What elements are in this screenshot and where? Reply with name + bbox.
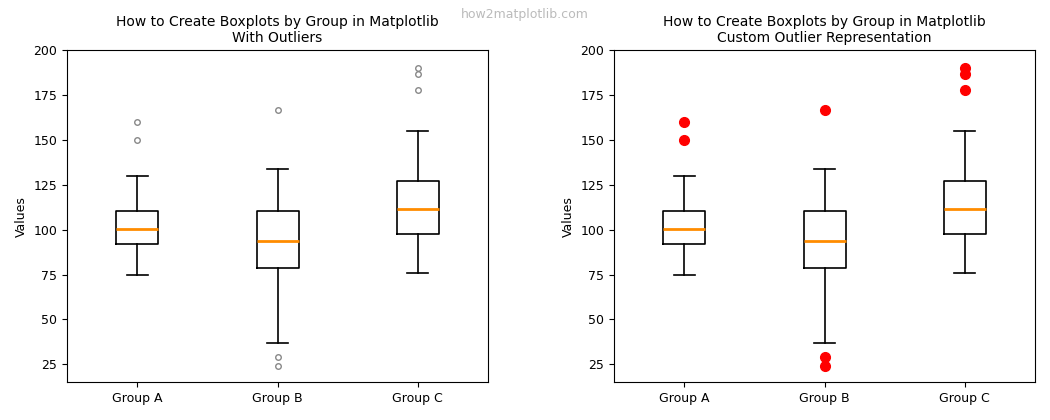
Title: How to Create Boxplots by Group in Matplotlib
Custom Outlier Representation: How to Create Boxplots by Group in Matpl… (664, 15, 986, 45)
Title: How to Create Boxplots by Group in Matplotlib
With Outliers: How to Create Boxplots by Group in Matpl… (117, 15, 439, 45)
Y-axis label: Values: Values (15, 196, 28, 237)
Text: how2matplotlib.com: how2matplotlib.com (461, 8, 589, 21)
Y-axis label: Values: Values (562, 196, 575, 237)
